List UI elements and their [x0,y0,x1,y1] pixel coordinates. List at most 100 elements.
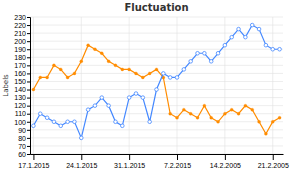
grid [30,17,283,154]
point [100,52,103,55]
grid-line [30,57,283,58]
x-tick-mark [81,154,82,160]
point [114,120,118,124]
point [244,104,247,107]
y-tick-label: 190 [14,46,26,53]
point [148,72,151,75]
y-tick-mark [27,90,30,91]
chart: 17.1.201524.1.201531.1.20157.2.201514.2.… [0,0,295,171]
y-tick-mark [27,146,30,147]
y-tick: 70 [18,143,30,150]
point [107,104,111,108]
y-tick-label: 90 [18,127,26,134]
x-tick: 7.2.2015 [164,154,191,169]
y-tick-mark [27,138,30,139]
grid-line [30,145,283,146]
title: Fluctuation [124,2,188,13]
point [141,76,144,79]
grid-line [30,113,283,114]
grid-line [177,17,178,154]
point [66,120,70,124]
point [251,108,254,111]
y-tick-mark [27,25,30,26]
y-tick-mark [27,106,30,107]
y-tick: 140 [14,86,30,93]
point [121,68,124,71]
x-tick: 14.2.2005 [210,154,241,169]
grid-line [33,17,34,154]
y-tick-mark [27,49,30,50]
point [127,96,131,100]
grid-line [30,17,283,18]
point [257,27,261,31]
grid-line [30,73,283,74]
grid-line [30,154,283,155]
grid-line [30,41,283,42]
point [52,64,55,67]
point [86,108,90,112]
point [46,76,49,79]
point [217,120,220,123]
x-tick: 21.2.2005 [258,154,289,169]
point [216,51,220,55]
y-tick-mark [27,81,30,82]
y-tick-mark [27,154,30,155]
x-tick-label: 7.2.2015 [164,162,191,169]
point [182,68,186,72]
point [264,43,268,47]
y-tick: 230 [14,14,30,21]
point [134,92,138,96]
x-tick: 24.1.2015 [66,154,97,169]
y-tick: 160 [14,70,30,77]
y-tick-mark [27,122,30,123]
point [203,104,206,107]
point [278,116,281,119]
point [93,48,96,51]
y-tick: 130 [14,94,30,101]
grid-line [272,17,273,154]
y-tick-mark [27,33,30,34]
point [59,124,63,128]
point [169,112,172,115]
point [210,116,213,119]
x-tick-mark [33,154,34,160]
point [230,35,234,39]
point [121,124,125,128]
point [278,47,282,51]
y-tick-mark [27,130,30,131]
x-tick-mark [177,154,178,160]
y-tick-mark [27,98,30,99]
y-tick: 120 [14,102,30,109]
point [182,108,185,111]
y-tick-mark [27,17,30,18]
y-tick: 190 [14,46,30,53]
point [45,116,49,120]
point [237,112,240,115]
y-tick-label: 200 [14,38,26,45]
x-axis-line [31,154,284,155]
plot: 17.1.201524.1.201531.1.20157.2.201514.2.… [14,14,289,169]
point [32,88,35,91]
grid-line [30,129,283,130]
y-tick-label: 60 [18,151,26,158]
grid-line [30,49,283,50]
y-tick-label: 220 [14,22,26,29]
y-tick: 210 [14,30,30,37]
y-tick: 200 [14,38,30,45]
x-axis: 17.1.201524.1.201531.1.20157.2.201514.2.… [18,154,289,169]
point [237,27,241,31]
y-tick-mark [27,114,30,115]
grid-line [30,105,283,106]
grid-line [129,17,130,154]
grid-line [30,81,283,82]
point [250,23,254,27]
y-tick-label: 80 [18,135,26,142]
x-tick-label: 31.1.2015 [114,162,145,169]
y-tick-label: 100 [14,119,26,126]
y-tick-label: 70 [18,143,26,150]
point [223,112,226,115]
series-line [33,25,279,138]
y-tick-label: 160 [14,70,26,77]
point [196,51,200,55]
y-axis: 6070809010011012013014015016017018019020… [14,14,30,158]
